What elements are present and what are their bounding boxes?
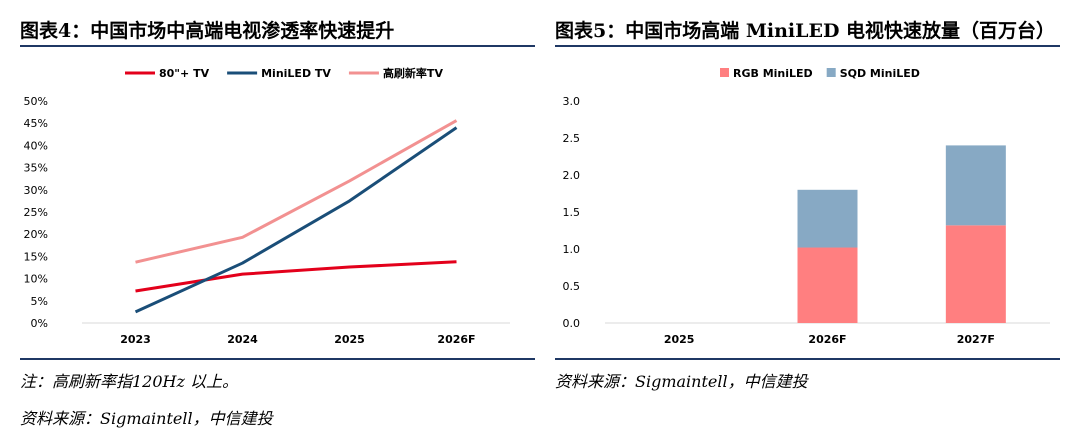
- legend-label: 80"+ TV: [159, 67, 210, 80]
- legend-label: 高刷新率TV: [383, 66, 444, 80]
- bar-chart: RGB MiniLED SQD MiniLED 0.0 0.5 1.0 1.5 2.0 2.…: [563, 67, 1050, 346]
- line-chart-y-tick-label: 50%: [24, 95, 48, 108]
- bar-chart-y-tick-label: 2.0: [563, 169, 581, 182]
- line-series-miniled-tv: [134, 126, 458, 314]
- legend-label: SQD MiniLED: [840, 67, 920, 80]
- line-chart-x-tick-label: 2024: [227, 333, 258, 346]
- bar-rgb-miniled-2027f: [945, 225, 1006, 323]
- right-chart-title: 图表5：中国市场高端 MiniLED 电视快速放量（百万台）: [555, 20, 1056, 42]
- bar-chart-y-tick-label: 0.5: [563, 280, 581, 293]
- legend-label: MiniLED TV: [261, 67, 331, 80]
- bar-chart-y-tick-label: 3.0: [563, 95, 581, 108]
- line-chart-y-tick-label: 5%: [31, 295, 48, 308]
- bar-chart-y-tick-label: 1.0: [563, 243, 581, 256]
- line-chart-y-tick-label: 0%: [31, 317, 48, 330]
- line-series-tv: [135, 119, 458, 264]
- right-chart-source: 资料来源：Sigmaintell，中信建投: [555, 372, 808, 391]
- bar-chart-x-tick-label: 2027F: [957, 333, 995, 346]
- left-chart-title: 图表4：中国市场中高端电视渗透率快速提升: [20, 20, 395, 42]
- line-chart-y-tick-label: 40%: [24, 139, 48, 152]
- line-series-80-tv: [135, 260, 457, 293]
- left-bottom-rule: [20, 358, 535, 360]
- bar-chart-x-tick-label: 2025: [664, 333, 695, 346]
- line-chart-x-axis: 2023 2024 2025 2026F: [120, 333, 475, 346]
- bar-chart-x-tick-label: 2026F: [808, 333, 846, 346]
- bar-chart-legend: RGB MiniLED SQD MiniLED: [720, 67, 920, 80]
- bar-chart-y-axis: 0.0 0.5 1.0 1.5 2.0 2.5 3.0: [563, 95, 581, 330]
- line-chart: 80"+ TV MiniLED TV 高刷新率TV 0% 5% 10% 15% 20% 25%…: [24, 66, 510, 346]
- left-title-rule: [20, 45, 535, 47]
- bar-rgb-miniled-2026f: [797, 247, 858, 323]
- bar-chart-bars: [797, 145, 1006, 323]
- right-bottom-rule: [555, 358, 1060, 360]
- left-chart-source: 资料来源：Sigmaintell，中信建投: [20, 409, 273, 428]
- line-chart-y-axis: 0% 5% 10% 15% 20% 25% 30% 35% 40% 45% 50%: [24, 95, 48, 330]
- legend-item-miniled-tv: MiniLED TV: [227, 67, 331, 80]
- legend-item-tv: 高刷新率TV: [348, 66, 444, 80]
- bar-chart-y-tick-label: 1.5: [563, 206, 581, 219]
- line-chart-legend: 80"+ TV MiniLED TV 高刷新率TV: [125, 66, 443, 80]
- bar-chart-y-tick-label: 0.0: [563, 317, 581, 330]
- left-chart-note: 注：高刷新率指120Hz 以上。: [20, 372, 239, 391]
- line-chart-x-tick-label: 2026F: [437, 333, 475, 346]
- line-chart-y-tick-label: 30%: [24, 184, 48, 197]
- legend-item-80-tv: 80"+ TV: [125, 67, 210, 80]
- bar-sqd-miniled-2027f: [945, 145, 1006, 226]
- line-chart-y-tick-label: 35%: [24, 162, 48, 175]
- legend-label: RGB MiniLED: [733, 67, 813, 80]
- right-title-rule: [555, 45, 1060, 47]
- legend-item-rgb-miniled: RGB MiniLED: [720, 67, 813, 80]
- bar-sqd-miniled-2026f: [797, 189, 858, 248]
- bar-chart-x-axis: 2025 2026F 2027F: [664, 333, 995, 346]
- line-chart-x-tick-label: 2023: [120, 333, 151, 346]
- line-chart-x-tick-label: 2025: [334, 333, 365, 346]
- line-chart-y-tick-label: 15%: [24, 250, 48, 263]
- line-chart-y-tick-label: 45%: [24, 117, 48, 130]
- legend-swatch: [720, 68, 729, 77]
- line-chart-y-tick-label: 25%: [24, 206, 48, 219]
- line-chart-y-tick-label: 20%: [24, 228, 48, 241]
- bar-chart-y-tick-label: 2.5: [563, 132, 581, 145]
- line-chart-series: [134, 119, 458, 314]
- legend-swatch: [826, 68, 836, 77]
- line-chart-y-tick-label: 10%: [24, 273, 48, 286]
- legend-item-sqd-miniled: SQD MiniLED: [826, 67, 920, 80]
